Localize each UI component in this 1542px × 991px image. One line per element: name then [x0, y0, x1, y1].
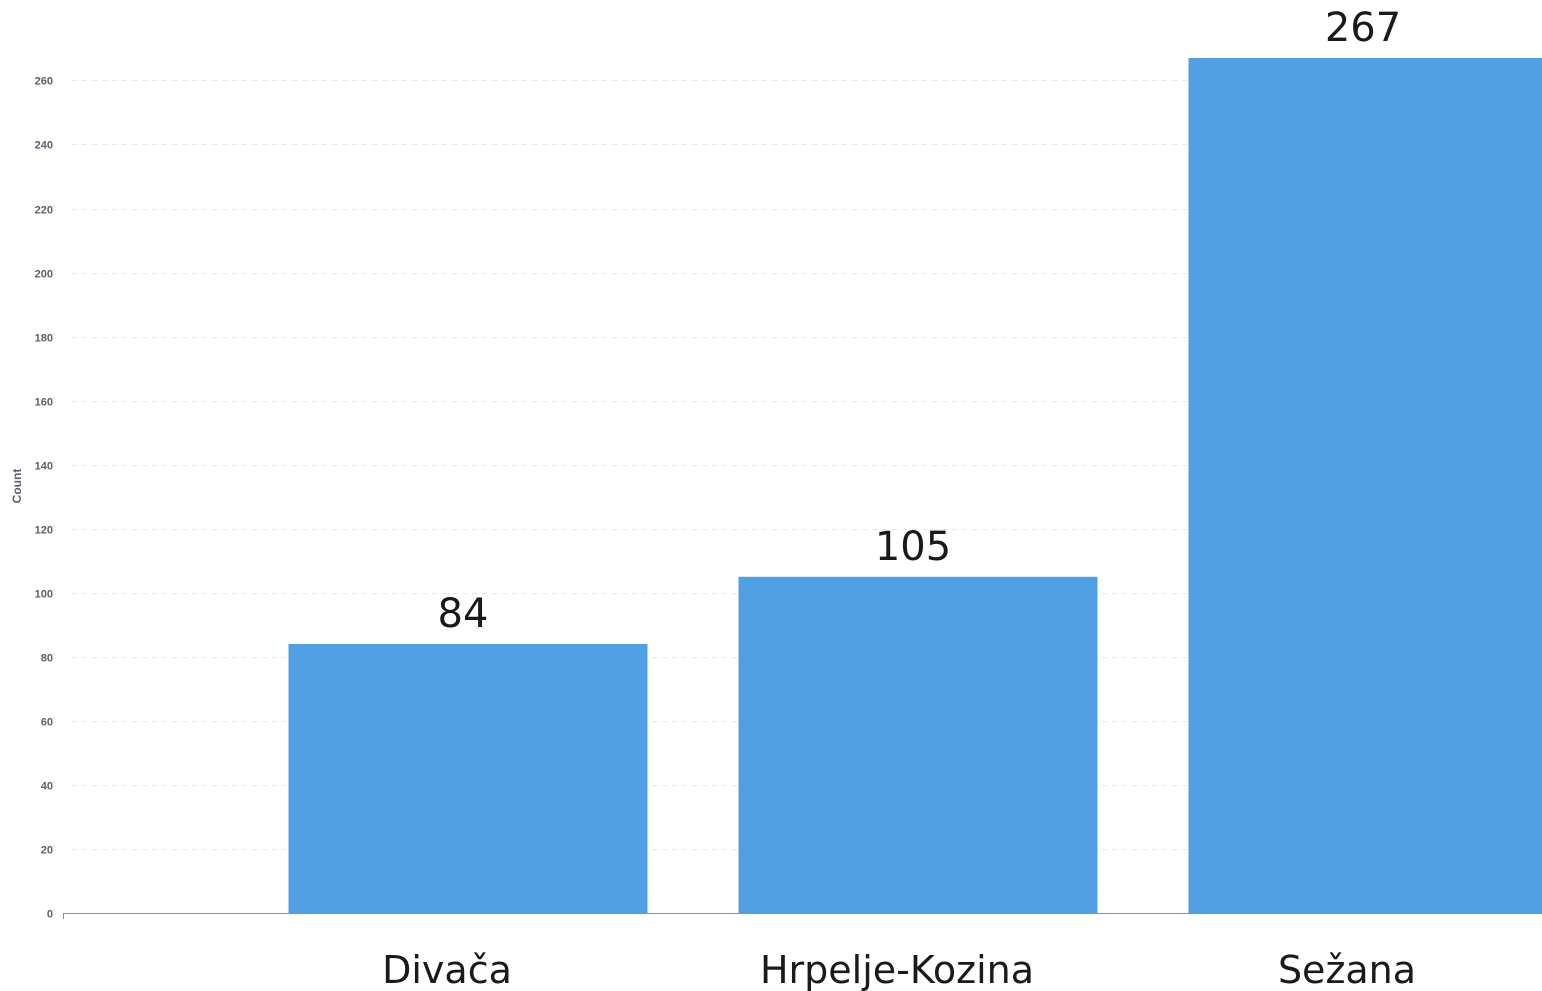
- value-label: 267: [1325, 5, 1401, 51]
- bar-diva-a[interactable]: [288, 644, 648, 913]
- category-labels: Divača Hrpelje-Kozina Sežana: [382, 948, 1416, 991]
- y-tick-label: 0: [47, 909, 53, 921]
- y-tick-label: 120: [35, 525, 53, 537]
- bar-hrpelje-kozina[interactable]: [738, 576, 1098, 913]
- y-axis-ticks: 0 20 40 60 80 100 120 140 160 180 200 220 240 260: [35, 76, 53, 921]
- y-tick-label: 260: [35, 76, 53, 88]
- y-tick-label: 140: [35, 461, 53, 473]
- y-axis-title: Count: [10, 469, 24, 504]
- y-tick-label: 240: [35, 140, 53, 152]
- y-tick-label: 20: [41, 845, 53, 857]
- y-tick-label: 180: [35, 333, 53, 345]
- y-tick-label: 80: [41, 653, 53, 665]
- y-tick-label: 60: [41, 717, 53, 729]
- y-tick-label: 160: [35, 397, 53, 409]
- value-label: 84: [438, 591, 489, 637]
- value-labels: 84 105 267: [438, 5, 1402, 637]
- category-label: Divača: [382, 948, 512, 991]
- value-label: 105: [875, 524, 951, 570]
- y-tick-label: 200: [35, 269, 53, 281]
- bar-se-ana[interactable]: [1188, 58, 1542, 913]
- y-tick-label: 220: [35, 205, 53, 217]
- bars: [288, 58, 1542, 913]
- y-tick-label: 40: [41, 781, 53, 793]
- y-tick-label: 100: [35, 589, 53, 601]
- category-label: Sežana: [1278, 948, 1416, 991]
- category-label: Hrpelje-Kozina: [760, 948, 1034, 991]
